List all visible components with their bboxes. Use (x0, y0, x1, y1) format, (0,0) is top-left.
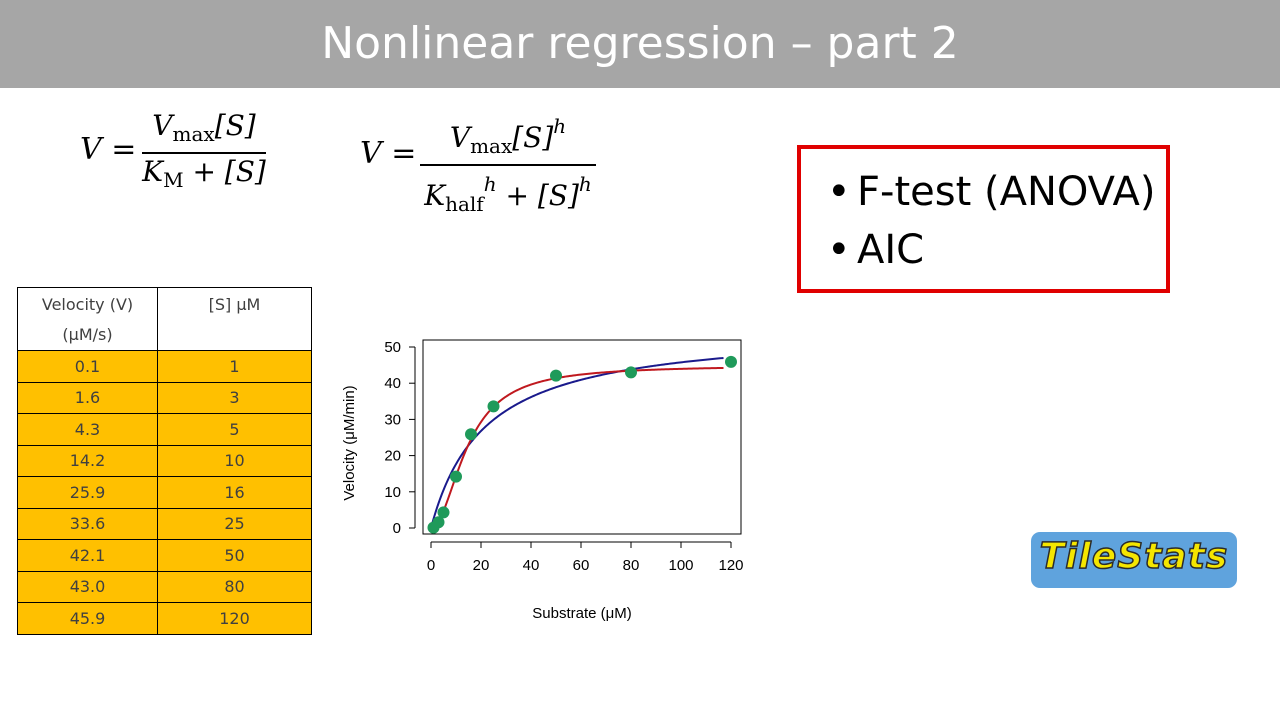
x-tick-label: 100 (668, 557, 693, 574)
hill-fit-curve (431, 366, 724, 529)
table-cell: 3 (157, 381, 312, 414)
x-tick-label: 0 (427, 557, 435, 574)
fraction-bar (142, 152, 266, 154)
data-point (725, 355, 737, 368)
data-point (432, 516, 445, 529)
x-tick-label: 120 (718, 557, 743, 574)
table-row: 25.9 16 (17, 476, 312, 509)
data-point (437, 506, 450, 519)
table-row: 33.6 25 (17, 507, 312, 540)
x-tick-label: 80 (623, 557, 640, 574)
equation-lhs: V = (80, 132, 137, 167)
model-comparison-box: • F-test (ANOVA) • AIC (797, 145, 1170, 293)
y-tick-label: 20 (384, 448, 401, 465)
logo-text: TileStats (1039, 535, 1229, 578)
table-cell: 25 (157, 507, 312, 540)
x-tick-label: 60 (573, 557, 590, 574)
hill-equation: V = Vmax[S]h Khalfh + [S]h (356, 108, 616, 216)
table-row: 1.6 3 (17, 381, 312, 414)
table-cell: 0.1 (17, 350, 158, 383)
table-row: 43.0 80 (17, 570, 312, 603)
y-tick-label: 50 (384, 339, 401, 356)
title-bar: Nonlinear regression – part 2 (0, 0, 1280, 88)
michaelis-menten-equation: V = Vmax[S] KM + [S] (80, 108, 280, 198)
bullet-item: • F-test (ANOVA) (827, 169, 1156, 215)
plot-frame (422, 339, 742, 535)
michaelis-menten-fit-curve (431, 356, 724, 524)
x-axis-label: Substrate (μM) (532, 605, 632, 622)
table-cell: 1.6 (17, 381, 158, 414)
table-cell: 4.3 (17, 413, 158, 446)
table-cell: 33.6 (17, 507, 158, 540)
data-table: Velocity (V) (μM/s) [S] μM 0.1 1 1.6 3 4.3… (17, 287, 312, 635)
table-cell: 16 (157, 476, 312, 509)
table-header-row: Velocity (V) (μM/s) [S] μM (17, 287, 312, 351)
x-tick-label: 20 (473, 557, 490, 574)
data-point (625, 366, 637, 379)
data-point (465, 428, 477, 441)
table-row: 4.3 5 (17, 413, 312, 446)
table-cell: 80 (157, 570, 312, 603)
equation-numerator: Vmax[S] (152, 109, 256, 146)
y-tick-label: 0 (393, 520, 401, 537)
equation-fraction: Vmax[S]h Khalfh + [S]h (420, 108, 596, 222)
table-cell: 5 (157, 413, 312, 446)
equation-numerator: Vmax[S]h (449, 114, 567, 158)
equation-lhs: V = (360, 136, 417, 171)
equation-denominator: Khalfh + [S]h (424, 171, 592, 216)
y-tick-label: 40 (384, 375, 401, 392)
slide-title: Nonlinear regression – part 2 (321, 18, 959, 69)
x-tick-label: 40 (523, 557, 540, 574)
table-row: 45.9 120 (17, 602, 312, 635)
table-cell: 25.9 (17, 476, 158, 509)
velocity-substrate-chart: 0 20 40 60 80 100 120 0 10 20 30 40 50 Substrate (μM)… (341, 339, 744, 622)
table-cell: 43.0 (17, 570, 158, 603)
tilestats-logo: TileStats (1031, 532, 1237, 588)
bullet-item: • AIC (827, 227, 925, 273)
column-header-substrate: [S] μM (157, 287, 312, 351)
table-cell: 10 (157, 444, 312, 477)
table-cell: 45.9 (17, 602, 158, 635)
table-cell: 50 (157, 539, 312, 572)
table-row: 14.2 10 (17, 444, 312, 477)
fraction-bar (420, 164, 596, 166)
y-axis-label: Velocity (μM/min) (341, 385, 358, 500)
equation-fraction: Vmax[S] KM + [S] (142, 108, 266, 198)
data-point (450, 470, 462, 483)
table-row: 0.1 1 (17, 350, 312, 383)
y-tick-label: 10 (384, 484, 401, 501)
y-tick-label: 30 (384, 411, 401, 428)
table-cell: 42.1 (17, 539, 158, 572)
table-cell: 1 (157, 350, 312, 383)
table-cell: 120 (157, 602, 312, 635)
data-point (550, 369, 562, 382)
table-cell: 14.2 (17, 444, 158, 477)
equation-denominator: KM + [S] (142, 154, 266, 192)
data-point (487, 400, 500, 413)
column-header-velocity: Velocity (V) (μM/s) (17, 287, 158, 351)
table-row: 42.1 50 (17, 539, 312, 572)
